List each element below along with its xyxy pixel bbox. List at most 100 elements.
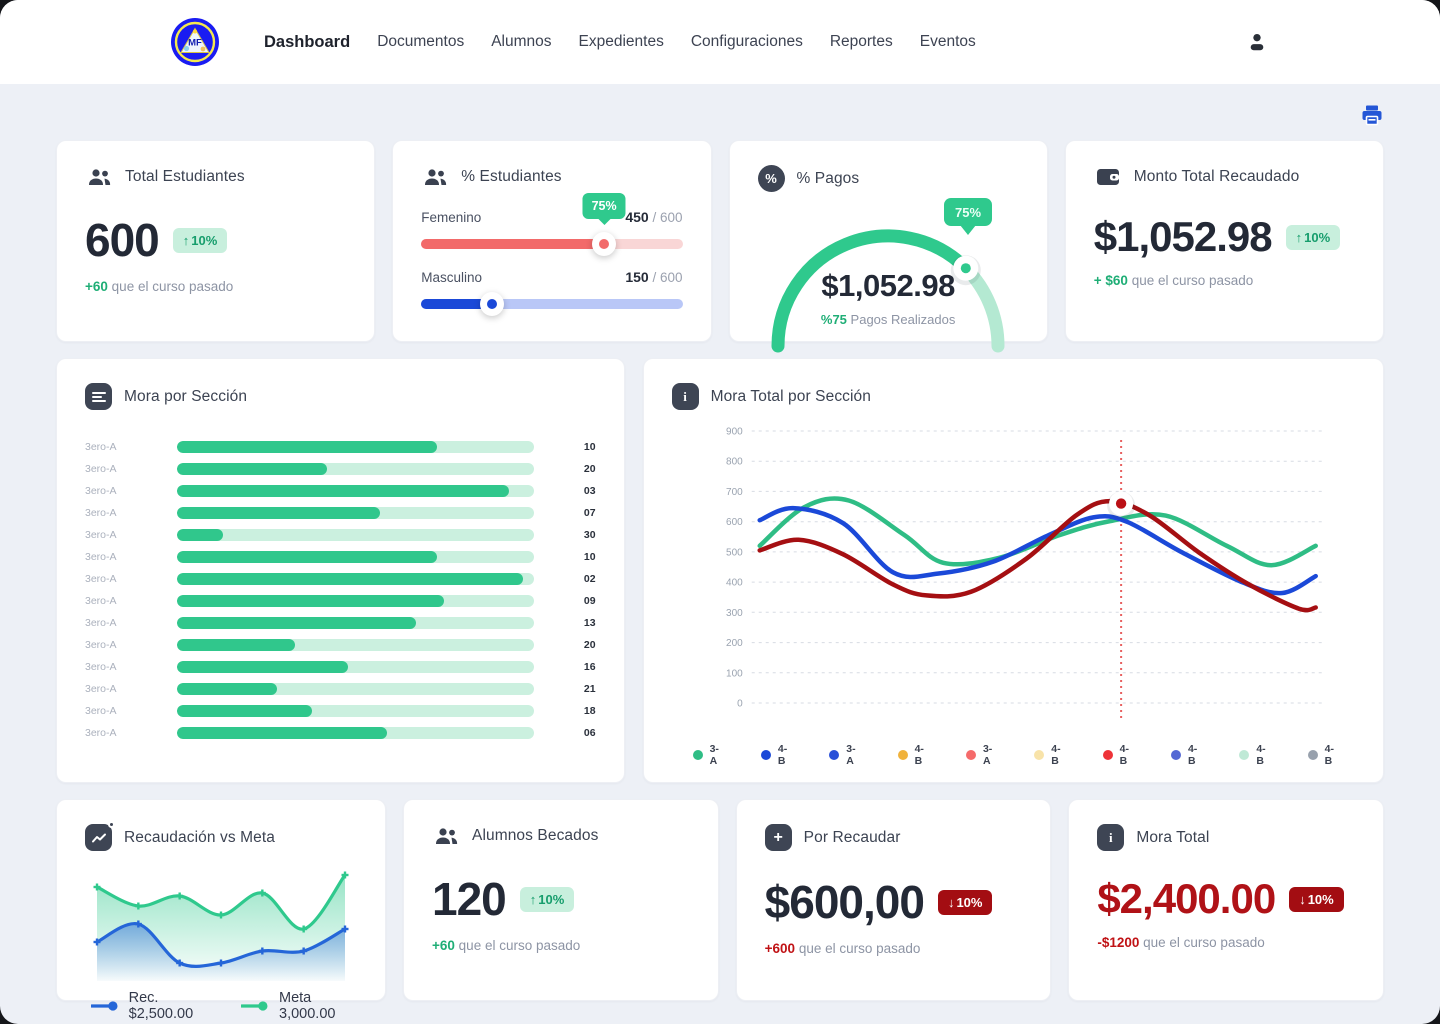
legend-item-4-b[interactable]: 4-B (740, 743, 808, 767)
bar-value: 09 (583, 595, 596, 607)
arrow-up-icon: ↑ (1295, 229, 1303, 245)
legend-item-3-a[interactable]: 3-A (672, 743, 740, 767)
slider-track[interactable]: 75% (421, 193, 683, 256)
bar-fill (177, 705, 313, 717)
bar-row: 3ero-A 10 (85, 546, 596, 568)
legend-item-3-a[interactable]: 3-A (945, 743, 1013, 767)
bar-fill (177, 441, 438, 453)
stat-note: +600 que el curso pasado (764, 941, 921, 956)
bar-value: 10 (583, 551, 596, 563)
bar-value: 18 (583, 705, 596, 717)
bar-value: 10 (583, 441, 596, 453)
mora-bar-chart: 3ero-A 10 3ero-A 20 3ero-A 03 3ero-A 07 3ero-A 30… (85, 436, 596, 744)
gender-slider-masculino: Masculino 150 / 600 (421, 269, 683, 316)
percent-seal-icon: % (757, 165, 785, 192)
bar-fill (177, 551, 438, 563)
bar-row: 3ero-A 13 (85, 612, 596, 634)
nav-item-dashboard[interactable]: Dashboard (264, 32, 351, 51)
bar-category-label: 3ero-A (85, 441, 117, 453)
slider-current: 150 (625, 269, 649, 285)
bar-fill (177, 727, 388, 739)
trend-badge: ↓ 10% (937, 889, 993, 915)
legend-dot (1239, 750, 1250, 760)
bar-fill (177, 617, 416, 629)
slider-label: Masculino (421, 269, 483, 285)
bar-row: 3ero-A 16 (85, 656, 596, 678)
slider-knob[interactable] (592, 232, 617, 256)
bar-category-label: 3ero-A (85, 661, 117, 673)
legend-label: 4-B (777, 743, 788, 767)
bar-track (177, 705, 534, 717)
legend-label: 3-A (709, 743, 719, 767)
nav-item-alumnos[interactable]: Alumnos (491, 33, 552, 50)
stat-note: + $60 que el curso pasado (1093, 273, 1254, 288)
mini-legend-item: Rec. $2,500.00 (91, 990, 211, 1022)
trend-badge: ↑ 10% (1285, 224, 1341, 250)
bar-value: 16 (583, 661, 596, 673)
bar-category-label: 3ero-A (85, 463, 117, 475)
people-icon (85, 165, 113, 189)
nav-item-reportes[interactable]: Reportes (829, 33, 893, 50)
svg-text:0: 0 (737, 699, 743, 710)
legend-item-3-a[interactable]: 3-A (808, 743, 876, 767)
bar-category-label: 3ero-A (85, 573, 117, 585)
legend-label: 4-B (914, 743, 924, 767)
legend-label: 4-B (1324, 743, 1334, 767)
card-por-recaudar: + Por Recaudar $600,00 ↓ 10% +600 que el … (735, 799, 1052, 1001)
slider-current: 450 (625, 209, 649, 225)
legend-item-4-b[interactable]: 4-B (1082, 743, 1150, 767)
stat-value: $600,00 (764, 876, 925, 928)
payments-gauge: 75% $1,052.98 %75 Pagos Realizados (758, 186, 1019, 353)
svg-text:75%: 75% (955, 205, 981, 220)
card-pct-pagos: % % Pagos 75% $1,052.98 %75 Pagos Realiz… (728, 140, 1048, 353)
bar-track (177, 507, 534, 519)
print-button[interactable] (1360, 103, 1384, 127)
card-title: % Estudiantes (461, 168, 562, 185)
nav-item-eventos[interactable]: Eventos (919, 33, 976, 50)
bar-fill (177, 529, 224, 541)
bar-track (177, 727, 534, 739)
legend-item-4-b[interactable]: 4-B (877, 743, 945, 767)
card-mora-total-por-seccion: i Mora Total por Sección 900 800 700 600 500… (642, 358, 1384, 783)
user-menu-icon[interactable] (1244, 29, 1270, 55)
bar-category-label: 3ero-A (85, 639, 117, 651)
legend-dot (829, 750, 840, 760)
bar-value: 21 (583, 683, 596, 695)
legend-item-4-b[interactable]: 4-B (1013, 743, 1081, 767)
slider-track[interactable] (421, 292, 683, 316)
card-title: Por Recaudar (803, 828, 901, 846)
school-logo-icon[interactable]: MF (170, 17, 220, 67)
bar-value: 03 (583, 485, 596, 497)
legend-label: 4-B (1119, 743, 1129, 767)
bar-track (177, 573, 534, 585)
bar-row: 3ero-A 02 (85, 568, 596, 590)
card-monto-total: Monto Total Recaudado $1,052.98 ↑ 10% + $… (1064, 140, 1384, 342)
bar-track (177, 485, 534, 497)
main-nav: Dashboard Documentos Alumnos Expedientes Con… (264, 33, 1244, 52)
card-title: Mora por Sección (124, 387, 248, 405)
slider-track-bg (421, 299, 683, 309)
bar-fill (177, 573, 523, 585)
slider-knob[interactable] (479, 292, 504, 316)
bar-row: 3ero-A 07 (85, 502, 596, 524)
bar-track (177, 683, 534, 695)
legend-label: 4-B (1187, 743, 1198, 767)
legend-item-4-b[interactable]: 4-B (1287, 743, 1355, 767)
legend-item-4-b[interactable]: 4-B (1218, 743, 1286, 767)
mini-legend-label: Meta 3,000.00 (279, 990, 336, 1022)
slider-knob-dot (599, 239, 610, 249)
nav-item-configuraciones[interactable]: Configuraciones (690, 33, 803, 50)
gender-slider-femenino: Femenino 450 / 600 75% (421, 193, 683, 256)
nav-item-documentos[interactable]: Documentos (377, 33, 465, 50)
legend-item-4-b[interactable]: 4-B (1150, 743, 1218, 767)
legend-dot (1170, 750, 1181, 760)
stats-row-top: Total Estudiantes 600 ↑ 10% +60 que el cu… (56, 140, 1384, 353)
bar-category-label: 3ero-A (85, 485, 117, 497)
card-alumnos-becados: Alumnos Becados 120 ↑ 10% +60 que el curs… (403, 799, 719, 1001)
bar-category-label: 3ero-A (85, 617, 117, 629)
nav-item-expedientes[interactable]: Expedientes (578, 33, 664, 50)
card-title: Recaudación vs Meta (124, 828, 275, 846)
people-icon (432, 824, 460, 848)
bar-row: 3ero-A 10 (85, 436, 596, 458)
